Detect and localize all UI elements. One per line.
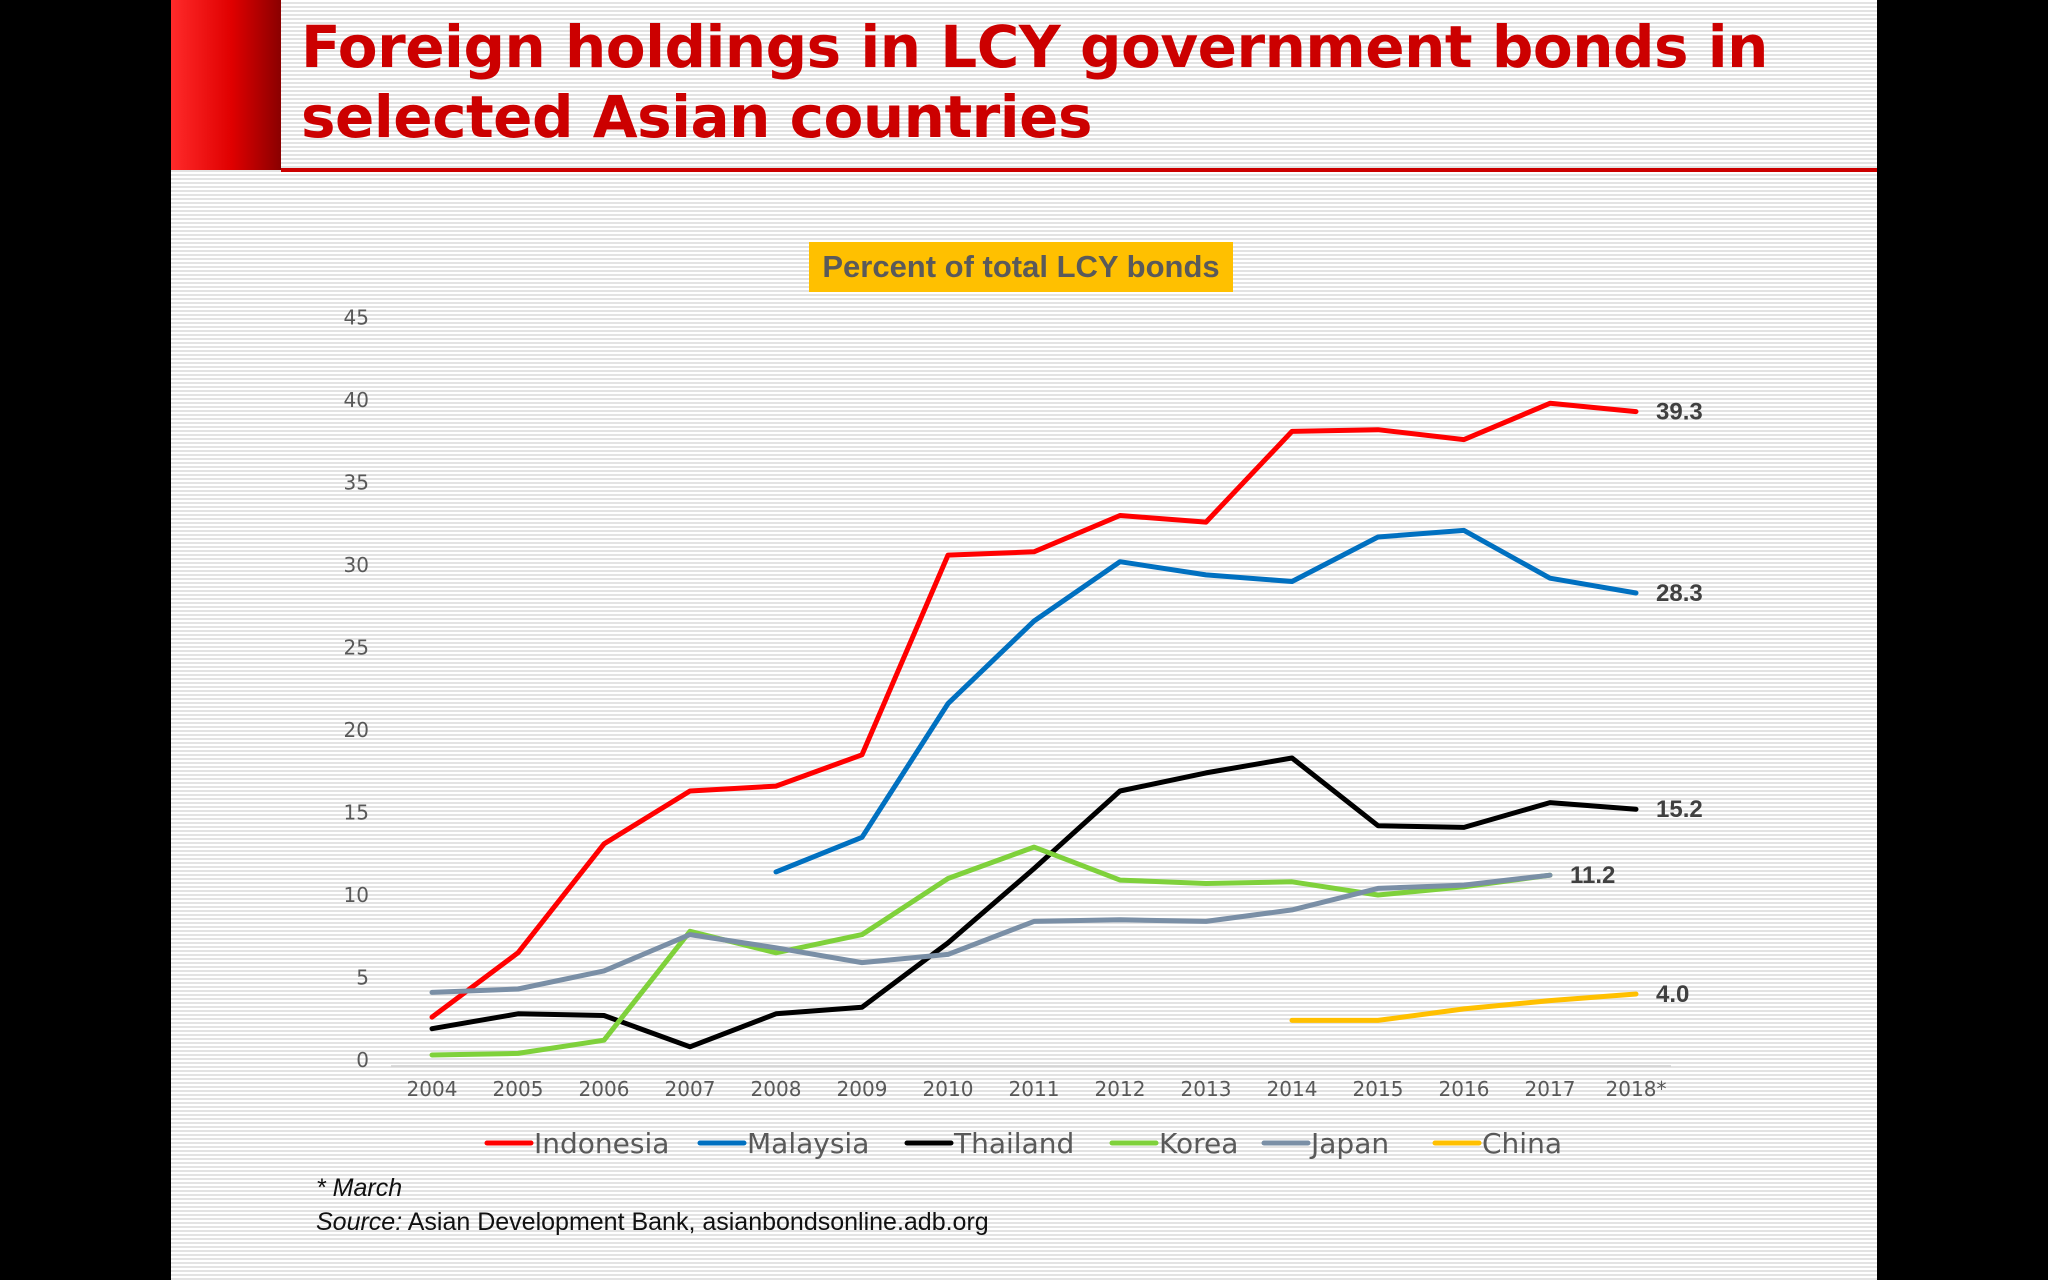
legend-label-china: China <box>1482 1127 1562 1160</box>
x-tick-label: 2017 <box>1525 1077 1576 1101</box>
y-tick-label: 5 <box>356 966 369 990</box>
source-text: Asian Development Bank, asianbondsonline… <box>402 1208 989 1236</box>
x-tick-label: 2012 <box>1095 1077 1146 1101</box>
source-label: Source: <box>316 1208 403 1236</box>
y-tick-label: 20 <box>344 718 369 742</box>
end-label-china: 4.0 <box>1656 981 1689 1008</box>
series-line-japan <box>429 872 1553 995</box>
x-tick-label: 2005 <box>493 1077 544 1101</box>
end-label-indonesia: 39.3 <box>1656 399 1703 426</box>
chart-subtitle: Percent of total LCY bonds <box>809 242 1233 292</box>
title-underline <box>281 168 1877 172</box>
series-lines <box>429 400 1639 1058</box>
y-tick-label: 45 <box>344 306 369 330</box>
y-tick-label: 0 <box>356 1048 369 1072</box>
legend: Indonesia Malaysia Thailand Korea Japan China <box>484 1127 1562 1160</box>
y-tick-label: 15 <box>344 801 369 825</box>
x-tick-label: 2013 <box>1181 1077 1232 1101</box>
series-line-thailand <box>429 755 1639 1050</box>
legend-label-indonesia: Indonesia <box>534 1127 669 1160</box>
series-line-indonesia <box>429 400 1639 1020</box>
y-tick-label: 40 <box>344 388 369 412</box>
legend-label-korea: Korea <box>1159 1127 1238 1160</box>
x-tick-label: 2011 <box>1009 1077 1060 1101</box>
y-tick-label: 30 <box>344 553 369 577</box>
series-line-korea <box>429 844 1553 1058</box>
x-tick-label: 2018* <box>1606 1077 1667 1101</box>
legend-label-japan: Japan <box>1309 1127 1389 1160</box>
x-tick-label: 2006 <box>579 1077 630 1101</box>
slide: Foreign holdings in LCY government bonds… <box>171 0 1877 1280</box>
end-label-malaysia: 28.3 <box>1656 580 1703 607</box>
x-tick-label: 2016 <box>1439 1077 1490 1101</box>
x-tick-label: 2010 <box>923 1077 974 1101</box>
y-axis: 0 5 10 15 20 25 30 35 40 45 <box>344 306 1671 1072</box>
x-tick-label: 2004 <box>407 1077 458 1101</box>
end-label-japan: 11.2 <box>1570 862 1615 889</box>
y-tick-label: 25 <box>344 636 369 660</box>
end-label-thailand: 15.2 <box>1656 796 1703 823</box>
x-tick-label: 2014 <box>1267 1077 1318 1101</box>
x-axis: 2004 2005 2006 2007 2008 2009 2010 2011 2012 2013… <box>407 1077 1667 1101</box>
legend-label-thailand: Thailand <box>953 1127 1074 1160</box>
source-note: Source: Asian Development Bank, asianbon… <box>316 1208 989 1237</box>
x-tick-label: 2008 <box>751 1077 802 1101</box>
y-tick-label: 10 <box>344 883 369 907</box>
end-labels: 39.3 28.3 15.2 11.2 4.0 <box>1570 399 1703 1008</box>
series-line-malaysia <box>773 527 1639 875</box>
legend-label-malaysia: Malaysia <box>747 1127 869 1160</box>
title-accent-bar <box>171 0 281 170</box>
slide-title: Foreign holdings in LCY government bonds… <box>301 13 1768 151</box>
footnote: * March <box>316 1174 403 1202</box>
x-tick-label: 2007 <box>665 1077 716 1101</box>
y-tick-label: 35 <box>344 471 369 495</box>
x-tick-label: 2009 <box>837 1077 888 1101</box>
x-tick-label: 2015 <box>1353 1077 1404 1101</box>
series-line-china <box>1289 991 1639 1023</box>
